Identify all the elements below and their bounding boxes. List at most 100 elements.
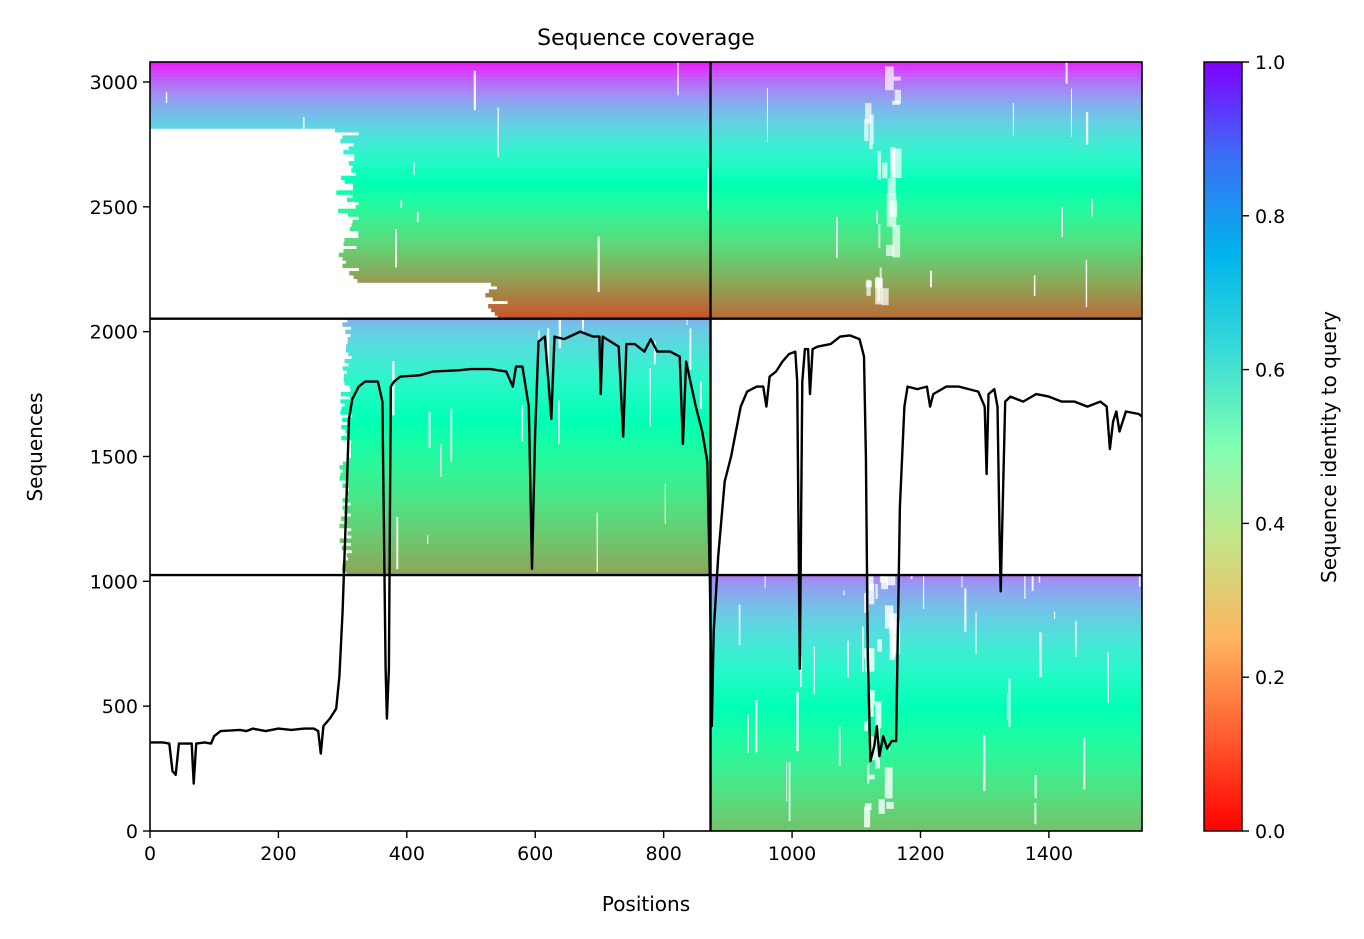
gap-streak [262, 399, 264, 411]
coverage-row [710, 289, 1142, 294]
coverage-row [710, 190, 1142, 195]
gap-streak [1038, 575, 1041, 583]
coverage-row [488, 303, 711, 309]
coverage-row [349, 270, 711, 276]
coverage-row [340, 410, 711, 415]
coverage-row [150, 87, 711, 93]
gap-streak [864, 119, 869, 142]
gap-streak [165, 91, 168, 103]
coverage-row [710, 597, 1142, 602]
coverage-row [710, 706, 1142, 712]
coverage-row [346, 197, 711, 203]
gap-streak [1033, 275, 1036, 297]
coverage-row [150, 98, 711, 104]
coverage-row [710, 768, 1142, 774]
y-tick-label: 3000 [90, 72, 138, 94]
colorbar-gradient [1203, 61, 1243, 832]
x-tick-label: 600 [517, 843, 553, 865]
coverage-row [150, 83, 711, 89]
coverage-row [343, 373, 711, 379]
coverage-row [710, 651, 1142, 657]
coverage-row [710, 263, 1142, 269]
gap-streak [738, 604, 741, 646]
coverage-row [354, 153, 711, 159]
coverage-row [710, 626, 1142, 631]
coverage-row [346, 553, 711, 558]
gap-streak [885, 66, 894, 91]
gap-streak [558, 400, 560, 445]
gap-streak [1138, 575, 1141, 587]
coverage-row [710, 212, 1142, 217]
coverage-row [710, 157, 1142, 162]
coverage-row [355, 204, 711, 210]
coverage-row [710, 783, 1142, 788]
coverage-row [344, 509, 711, 514]
coverage-row [710, 197, 1142, 203]
coverage-row [351, 168, 711, 173]
y-tick-label: 500 [102, 696, 138, 718]
gap-streak [1031, 575, 1034, 591]
coverage-row [710, 582, 1142, 587]
coverage-row [346, 344, 711, 349]
coverage-row [710, 710, 1142, 715]
gap-streak [1085, 112, 1089, 145]
gap-streak [894, 89, 902, 104]
gap-streak [886, 244, 895, 256]
coverage-row [710, 230, 1142, 236]
coverage-row [710, 629, 1142, 635]
coverage-row [710, 790, 1142, 796]
colorbar-ticks: 0.0 0.2 0.4 0.6 0.8 1.0 [1242, 52, 1285, 843]
colorbar-tick-label: 0.8 [1255, 206, 1285, 228]
coverage-row [150, 69, 711, 74]
gap-streak [875, 278, 883, 305]
coverage-row [710, 303, 1142, 309]
coverage-row [710, 820, 1142, 825]
gap-streak [884, 767, 893, 799]
coverage-row [349, 384, 711, 390]
gap-streak [450, 408, 453, 462]
gap-streak [596, 512, 598, 573]
chart-title: Sequence coverage [537, 26, 755, 51]
gap-streak [891, 621, 900, 655]
coverage-row [358, 215, 711, 221]
gap-streak [836, 216, 838, 259]
coverage-row [710, 746, 1142, 752]
coverage-row [496, 285, 711, 291]
gap-streak [864, 803, 872, 811]
coverage-row [339, 523, 711, 529]
gap-streak [440, 444, 442, 477]
coverage-row [150, 102, 711, 107]
plot-frame [149, 61, 1143, 832]
gap-streak [886, 801, 894, 809]
gap-streak [881, 288, 889, 306]
x-axis-label: Positions [602, 892, 690, 916]
gap-streak [887, 178, 896, 196]
coverage-row [339, 465, 711, 470]
coverage-row [710, 237, 1142, 243]
gap-streak [180, 553, 183, 564]
gap-streak [788, 762, 791, 822]
coverage-row [710, 314, 1142, 320]
coverage-row [334, 127, 711, 133]
coverage-row [710, 754, 1142, 759]
gap-streak [194, 281, 197, 291]
coverage-row [710, 787, 1142, 792]
coverage-row [710, 699, 1142, 704]
coverage-row [710, 735, 1142, 741]
coverage-row [710, 311, 1142, 316]
coverage-row [349, 395, 711, 401]
gap-streak [1008, 678, 1011, 727]
coverage-row [340, 399, 711, 404]
coverage-row [710, 615, 1142, 620]
gap-streak [239, 333, 242, 348]
coverage-row [710, 105, 1142, 111]
coverage-row [710, 65, 1142, 71]
coverage-row [343, 377, 711, 382]
gap-streak [888, 745, 890, 751]
coverage-row [492, 296, 711, 302]
coverage-row [343, 241, 711, 247]
coverage-row [710, 801, 1142, 807]
coverage-row [356, 245, 711, 250]
coverage-row [352, 193, 711, 199]
